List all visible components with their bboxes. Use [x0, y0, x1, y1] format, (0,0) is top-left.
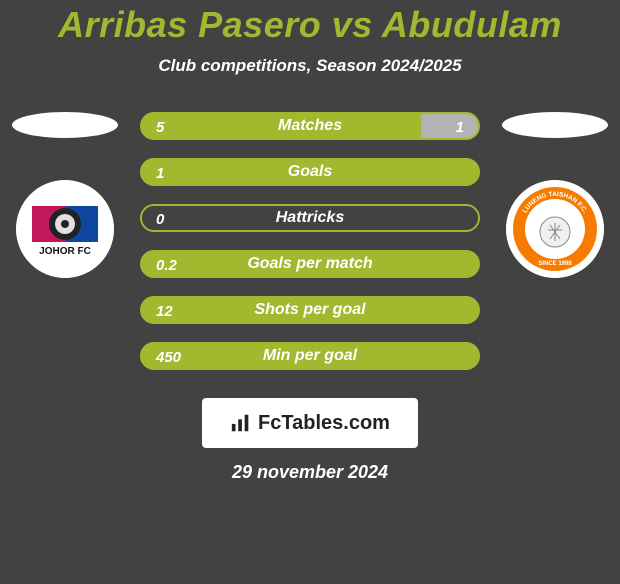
stat-value-right: 1: [456, 114, 464, 140]
stat-label: Matches: [142, 112, 478, 140]
stat-value-left: 0: [156, 206, 164, 232]
right-club-badge: LUNENG TAISHAN F.C. SINCE 1998: [506, 180, 604, 278]
bar-chart-icon: [230, 412, 252, 434]
left-player-photo-placeholder: [12, 112, 118, 138]
stat-label: Hattricks: [142, 204, 478, 232]
stat-value-left: 5: [156, 114, 164, 140]
stat-label: Min per goal: [142, 342, 478, 370]
stat-row: Min per goal450: [140, 342, 480, 370]
stat-row: Shots per goal12: [140, 296, 480, 324]
source-badge[interactable]: FcTables.com: [202, 398, 418, 448]
subtitle: Club competitions, Season 2024/2025: [0, 56, 620, 76]
stat-row: Goals per match0.2: [140, 250, 480, 278]
left-player-column: JOHOR FC: [10, 112, 120, 278]
left-club-badge: JOHOR FC: [16, 180, 114, 278]
stat-row: Goals1: [140, 158, 480, 186]
source-label: FcTables.com: [258, 412, 390, 435]
stat-value-left: 1: [156, 160, 164, 186]
stat-value-left: 12: [156, 298, 173, 324]
stat-row: Hattricks0: [140, 204, 480, 232]
right-player-photo-placeholder: [502, 112, 608, 138]
stat-label: Shots per goal: [142, 296, 478, 324]
comparison-card: Arribas Pasero vs Abudulam Club competit…: [0, 4, 620, 584]
stat-label: Goals: [142, 158, 478, 186]
comparison-body: JOHOR FC Matches51Goals1Hattricks0Goals …: [0, 112, 620, 370]
stat-row: Matches5 1: [140, 112, 480, 140]
page-title: Arribas Pasero vs Abudulam: [0, 4, 620, 46]
svg-text:SINCE 1998: SINCE 1998: [538, 261, 572, 267]
stat-label: Goals per match: [142, 250, 478, 278]
right-player-column: LUNENG TAISHAN F.C. SINCE 1998: [500, 112, 610, 278]
stat-bars: Matches51Goals1Hattricks0Goals per match…: [140, 112, 480, 370]
svg-text:JOHOR FC: JOHOR FC: [39, 246, 91, 257]
stat-value-left: 450: [156, 344, 181, 370]
johor-fc-crest-icon: JOHOR FC: [16, 180, 114, 278]
luneng-taishan-crest-icon: LUNENG TAISHAN F.C. SINCE 1998: [506, 180, 604, 278]
snapshot-date: 29 november 2024: [0, 462, 620, 483]
stat-value-left: 0.2: [156, 252, 177, 278]
